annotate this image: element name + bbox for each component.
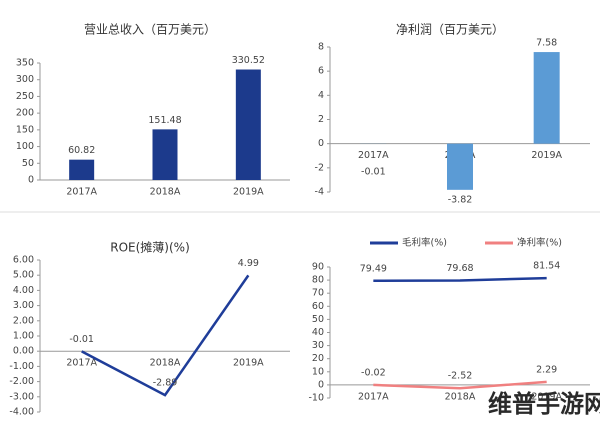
value-label: -0.01 — [69, 334, 94, 345]
legend-label: 净利率(%) — [517, 237, 562, 249]
y-tick-label: -4.00 — [9, 407, 34, 418]
y-tick-label: 5.00 — [13, 270, 34, 281]
x-tick-label: 2018A — [150, 358, 181, 369]
value-label: 79.68 — [446, 263, 473, 274]
x-tick-label: 2017A — [358, 150, 389, 161]
y-tick-label: 8 — [318, 42, 324, 53]
y-tick-label: 30 — [312, 340, 324, 351]
y-tick-label: 6 — [318, 66, 324, 77]
y-tick-label: 0 — [318, 138, 324, 149]
y-tick-label: 70 — [312, 288, 324, 299]
y-tick-label: 100 — [16, 141, 34, 152]
chart-title: 净利润（百万美元） — [396, 23, 504, 37]
y-tick-label: 3.00 — [13, 300, 34, 311]
value-label: 151.48 — [148, 115, 181, 126]
y-tick-label: -3.00 — [9, 391, 34, 402]
y-tick-label: 200 — [16, 108, 34, 119]
value-label: -3.82 — [448, 194, 473, 205]
y-tick-label: 0 — [318, 379, 324, 390]
y-tick-label: 250 — [16, 91, 34, 102]
y-tick-label: -2.00 — [9, 376, 34, 387]
x-tick-label: 2018A — [445, 391, 476, 402]
y-tick-label: 50 — [22, 158, 34, 169]
y-tick-label: 80 — [312, 275, 324, 286]
y-tick-label: 300 — [16, 74, 34, 85]
x-tick-label: 2019A — [233, 187, 264, 198]
bar — [533, 52, 560, 144]
y-tick-label: -1.00 — [9, 361, 34, 372]
line — [373, 276, 547, 283]
x-tick-label: 2017A — [358, 391, 389, 402]
value-label: 2.29 — [536, 364, 557, 375]
y-tick-label: 60 — [312, 301, 324, 312]
y-tick-label: 6.00 — [13, 255, 34, 266]
y-tick-label: 20 — [312, 353, 324, 364]
bar — [447, 143, 473, 190]
value-label: -2.89 — [153, 378, 178, 389]
value-label: 330.52 — [232, 55, 265, 66]
watermark: 维普手游网 — [488, 390, 600, 418]
y-tick-label: 2.00 — [13, 315, 34, 326]
y-tick-label: 4.00 — [13, 285, 34, 296]
y-tick-label: 0 — [28, 175, 34, 186]
value-label: -0.01 — [361, 166, 386, 177]
line — [373, 380, 547, 390]
legend-label: 毛利率(%) — [402, 237, 447, 249]
y-tick-label: 40 — [312, 327, 324, 338]
y-tick-label: 4 — [318, 90, 324, 101]
value-label: 79.49 — [360, 263, 387, 274]
x-tick-label: 2019A — [531, 391, 562, 402]
value-label: 60.82 — [68, 145, 95, 156]
y-tick-label: 90 — [312, 262, 324, 273]
y-tick-label: 350 — [16, 58, 34, 69]
value-label: 7.58 — [536, 38, 557, 49]
value-label: -2.52 — [448, 371, 473, 382]
bar — [152, 129, 178, 180]
x-tick-label: 2018A — [150, 187, 181, 198]
y-tick-label: -2 — [315, 162, 324, 173]
y-tick-label: -10 — [308, 393, 324, 404]
y-tick-label: 10 — [312, 366, 324, 377]
x-tick-label: 2019A — [531, 150, 562, 161]
chart-title: 营业总收入（百万美元） — [84, 23, 216, 37]
y-tick-label: 50 — [312, 314, 324, 325]
chart-title: ROE(摊薄)(%) — [110, 240, 190, 255]
y-tick-label: 0.00 — [13, 346, 34, 357]
y-tick-label: 150 — [16, 124, 34, 135]
bar — [235, 69, 261, 180]
value-label: -0.02 — [361, 367, 386, 378]
x-tick-label: 2017A — [66, 358, 97, 369]
y-tick-label: 2 — [318, 114, 324, 125]
line — [81, 274, 250, 397]
bar — [69, 159, 95, 180]
y-tick-label: 1.00 — [13, 331, 34, 342]
x-tick-label: 2017A — [66, 187, 97, 198]
value-label: 81.54 — [533, 261, 560, 272]
x-tick-label: 2019A — [233, 358, 264, 369]
value-label: 4.99 — [238, 258, 259, 269]
y-tick-label: -4 — [315, 187, 324, 198]
